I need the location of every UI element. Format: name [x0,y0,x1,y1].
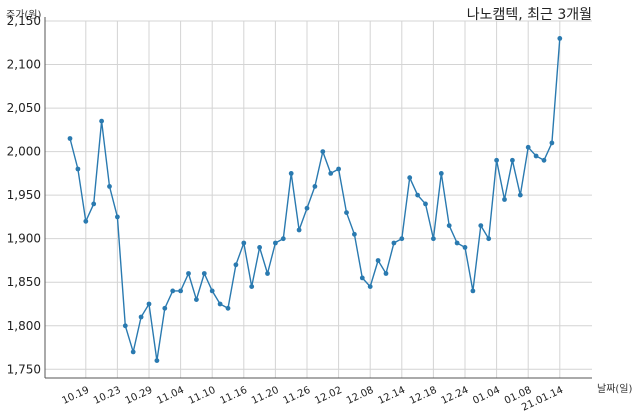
series-line [69,38,561,361]
y-tick-label: 1,950 [7,188,41,202]
data-point [494,157,499,163]
data-point [486,236,492,242]
x-tick-label: 10.19 [60,385,91,407]
x-tick-label: 11.20 [250,385,281,407]
data-point [431,236,436,242]
data-point [502,197,507,202]
y-tick-label: 1,900 [7,232,41,246]
data-point [438,171,444,176]
data-point [99,118,104,124]
data-point [517,192,523,198]
data-point [170,288,176,294]
data-point [533,153,539,159]
data-point [162,305,168,311]
data-point [462,245,468,250]
data-point [391,240,397,246]
data-point [549,140,555,146]
y-tick-label: 2,000 [7,145,41,159]
x-tick-label: 12.08 [345,385,376,407]
x-tick-label: 11.26 [282,385,313,407]
data-point [359,275,365,281]
y-tick-label: 1,850 [7,275,41,289]
data-point [186,271,191,276]
data-point [265,271,270,276]
y-tick-label: 1,800 [7,319,41,333]
y-tick-label: 2,050 [7,101,41,115]
data-point [478,223,484,229]
data-point [454,240,460,246]
x-tick-label: 11.10 [187,385,218,407]
data-point [209,288,215,294]
data-point [541,157,547,163]
data-point [75,166,81,172]
y-axis-label: 주가(원) [6,10,42,21]
data-point [525,144,531,150]
x-tick-label: 01.04 [471,385,502,407]
data-point [201,271,207,276]
data-point [154,358,160,363]
data-point [407,175,413,181]
data-point [91,201,97,207]
data-point [375,258,381,263]
x-tick-label: 12.02 [313,385,344,407]
data-point [257,245,262,250]
data-point [83,218,89,224]
data-point [194,297,199,302]
y-tick-label: 2,150 [7,14,41,28]
data-point [470,288,476,294]
data-point [249,284,255,289]
x-tick-label: 12.18 [408,385,439,407]
data-point [146,301,152,307]
data-point [241,240,247,246]
data-point [383,271,389,276]
data-point [273,240,278,246]
data-point [344,210,349,216]
data-point [138,314,144,320]
data-point [336,166,341,172]
data-point [280,236,286,242]
data-point [233,262,239,268]
data-point [328,171,334,176]
data-point [107,184,112,189]
data-point [446,223,452,229]
x-tick-label: 10.23 [92,385,123,407]
data-point [312,184,318,189]
data-point [115,214,120,220]
data-point [225,305,231,311]
y-tick-label: 2,100 [7,58,41,72]
data-point [130,349,136,355]
x-tick-label: 11.04 [155,385,186,407]
data-point [399,236,405,242]
x-tick-label: 12.24 [440,385,471,407]
y-tick-label: 1,750 [7,362,41,376]
x-axis-label: 날짜(일) [597,384,633,395]
chart-title: 나노캠텍, 최근 3개월 [466,7,592,23]
data-point [557,36,563,41]
data-point [367,284,373,289]
x-tick-label: 11.16 [218,385,249,407]
data-point [415,192,420,198]
data-point [67,136,73,141]
x-tick-label: 12.14 [376,385,407,407]
data-point [217,301,223,307]
data-point [304,205,310,211]
data-point [296,227,302,233]
data-point [423,201,428,207]
data-point [352,231,357,237]
data-point [122,323,128,329]
data-point [510,157,515,163]
data-point [288,171,294,176]
data-point [320,149,326,155]
data-point [178,288,184,294]
x-tick-label: 10.29 [124,385,155,407]
